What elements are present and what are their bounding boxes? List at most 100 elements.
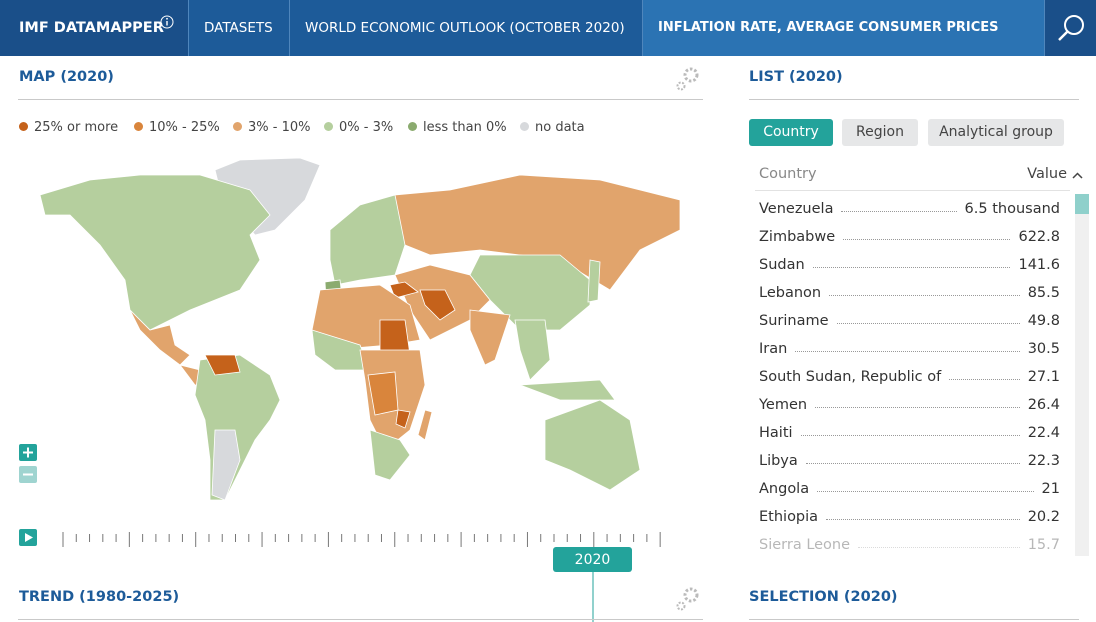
tab[interactable]: Analytical group	[928, 119, 1064, 146]
leader	[858, 547, 1020, 548]
country-value: 85.5	[1027, 285, 1060, 301]
world-map	[39, 157, 681, 500]
list-row[interactable]: Iran 30.5	[759, 337, 1060, 357]
divider	[749, 99, 1079, 100]
country-region[interactable]	[544, 399, 641, 491]
list-row[interactable]: South Sudan, Republic of 27.1	[759, 365, 1060, 385]
zoom-controls	[19, 444, 37, 483]
divider	[755, 190, 1070, 191]
nav-indicator[interactable]: INFLATION RATE, AVERAGE CONSUMER PRICES	[642, 0, 1044, 56]
legend-item[interactable]: 0% - 3%	[324, 120, 393, 135]
legend-item[interactable]: no data	[520, 120, 585, 135]
search-icon	[1058, 15, 1084, 41]
list-row[interactable]: Libya 22.3	[759, 449, 1060, 469]
legend-item[interactable]: 25% or more	[19, 120, 118, 135]
list-row[interactable]: Zimbabwe 622.8	[759, 225, 1060, 245]
legend-item[interactable]: 10% - 25%	[134, 120, 220, 135]
leader	[949, 379, 1020, 380]
list-title: LIST (2020)	[749, 69, 843, 85]
scrollbar-thumb[interactable]	[1075, 194, 1089, 214]
search-button[interactable]	[1044, 0, 1096, 56]
list-row[interactable]: Ethiopia 20.2	[759, 505, 1060, 525]
country-region[interactable]	[587, 259, 601, 303]
tab[interactable]: Country	[749, 119, 833, 146]
list-row[interactable]: Sudan 141.6	[759, 253, 1060, 273]
country-name: Zimbabwe	[759, 229, 836, 245]
country-region[interactable]	[194, 354, 281, 500]
divider	[18, 619, 703, 620]
nav-datasets[interactable]: DATASETS	[188, 0, 289, 56]
legend-label: 25% or more	[34, 120, 119, 135]
country-value: 21	[1041, 481, 1060, 497]
country-region[interactable]	[395, 409, 411, 429]
country-value: 22.4	[1027, 425, 1060, 441]
divider	[749, 619, 1079, 620]
country-region[interactable]	[469, 309, 511, 366]
leader	[836, 323, 1020, 324]
legend-label: no data	[535, 120, 585, 135]
list-row[interactable]: Haiti 22.4	[759, 421, 1060, 441]
legend-item[interactable]: 3% - 10%	[233, 120, 310, 135]
legend-label: 3% - 10%	[248, 120, 311, 135]
list-row[interactable]: Lebanon 85.5	[759, 281, 1060, 301]
country-region[interactable]	[204, 354, 241, 376]
nav-dataset[interactable]: WORLD ECONOMIC OUTLOOK (OCTOBER 2020)	[289, 0, 642, 56]
leader	[817, 491, 1034, 492]
country-value: 49.8	[1027, 313, 1060, 329]
country-region[interactable]	[419, 289, 456, 321]
list-row[interactable]: Suriname 49.8	[759, 309, 1060, 329]
leader	[843, 239, 1011, 240]
country-region[interactable]	[39, 174, 271, 331]
settings-icon[interactable]	[674, 584, 704, 614]
year-label: 2020	[575, 552, 611, 568]
column-header[interactable]: Country	[759, 166, 817, 182]
country-region[interactable]	[519, 379, 616, 401]
country-value: 30.5	[1027, 341, 1060, 357]
leader	[800, 435, 1020, 436]
map-title: MAP (2020)	[19, 69, 114, 85]
list-row[interactable]: Sierra Leone 15.7	[759, 533, 1060, 553]
country-name: Iran	[759, 341, 788, 357]
country-region[interactable]	[211, 429, 241, 500]
column-header[interactable]: Value	[1027, 166, 1067, 182]
list-row[interactable]: Venezuela 6.5 thousand	[759, 197, 1060, 217]
country-name: Haiti	[759, 425, 793, 441]
leader	[812, 267, 1011, 268]
country-region[interactable]	[394, 174, 681, 291]
country-name: Sudan	[759, 257, 805, 273]
legend-swatch	[233, 122, 242, 131]
header: IMF DATAMAPPER DATASETS WORLD ECONOMIC O…	[0, 0, 1096, 56]
legend-item[interactable]: less than 0%	[408, 120, 507, 135]
country-region[interactable]	[417, 409, 433, 441]
year-marker[interactable]	[553, 547, 632, 572]
brand[interactable]: IMF DATAMAPPER	[0, 0, 188, 56]
tab[interactable]: Region	[842, 119, 918, 146]
scrollbar[interactable]	[1075, 194, 1089, 556]
country-name: Ethiopia	[759, 509, 819, 525]
country-value: 20.2	[1027, 509, 1060, 525]
country-region[interactable]	[369, 429, 411, 481]
country-value: 622.8	[1018, 229, 1060, 245]
leader	[841, 211, 957, 212]
sort-icon[interactable]	[1071, 170, 1085, 182]
leader	[795, 351, 1020, 352]
legend-swatch	[520, 122, 529, 131]
zoom-in[interactable]	[19, 444, 37, 461]
list-row[interactable]: Angola 21	[759, 477, 1060, 497]
country-region[interactable]	[514, 319, 551, 381]
list-row[interactable]: Yemen 26.4	[759, 393, 1060, 413]
leader	[815, 407, 1020, 408]
legend-swatch	[324, 122, 333, 131]
play-button[interactable]	[19, 529, 37, 546]
legend-label: 10% - 25%	[149, 120, 220, 135]
info-icon[interactable]	[160, 15, 174, 29]
zoom-out[interactable]	[19, 466, 37, 483]
country-region[interactable]	[129, 309, 191, 366]
timeline: 2020	[19, 529, 661, 622]
country-value: 15.7	[1027, 537, 1060, 553]
settings-icon[interactable]	[674, 64, 704, 94]
country-name: Lebanon	[759, 285, 822, 301]
country-region[interactable]	[311, 329, 371, 371]
country-name: Yemen	[759, 397, 808, 413]
